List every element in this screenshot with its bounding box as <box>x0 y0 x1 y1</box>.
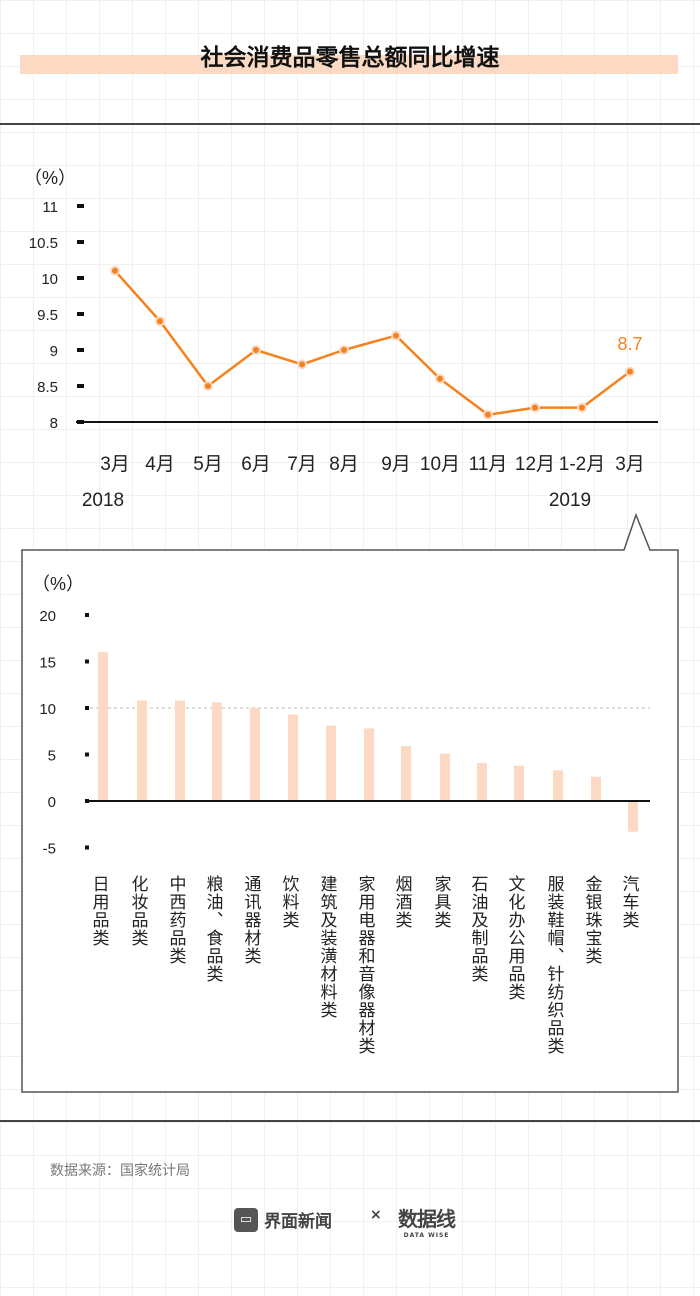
data-point <box>485 411 491 418</box>
data-point <box>579 404 585 411</box>
y-tick-label: 5 <box>48 748 56 765</box>
source-note: 数据来源：国家统计局 <box>50 1163 190 1179</box>
y-tick <box>77 348 84 352</box>
x-tick-label: 文化办公用品类 <box>506 875 526 1001</box>
x-tick-label: 7月 <box>287 454 317 475</box>
y-tick <box>85 706 89 710</box>
y-tick <box>77 384 84 388</box>
x-tick-label: 建筑及装潢材料类 <box>318 875 338 1019</box>
data-point <box>205 383 211 389</box>
divider <box>0 123 700 125</box>
data-point <box>157 318 163 325</box>
bar <box>591 776 601 801</box>
data-point <box>112 267 118 274</box>
y-tick-label: 8 <box>50 415 58 432</box>
x-tick-label: 饮料类 <box>280 875 300 929</box>
data-point <box>299 361 305 368</box>
y-tick-label: 10.5 <box>29 235 58 252</box>
bar <box>553 770 563 801</box>
x-tick-label: 日用品类 <box>90 875 110 947</box>
x-tick-label: 5月 <box>193 454 223 475</box>
x-tick-label: 金银珠宝类 <box>583 875 603 965</box>
bar <box>628 801 638 832</box>
y-unit: （%） <box>32 574 84 594</box>
y-tick-label: 20 <box>39 608 56 625</box>
x-tick-label: 11月 <box>469 454 508 475</box>
bar <box>250 708 260 801</box>
y-tick-label: 11 <box>42 199 58 216</box>
bar <box>514 765 524 801</box>
x-tick-label: 12月 <box>515 454 555 475</box>
line-chart: （%） 8 8.5 9 9.5 10 10.5 11 3月 4月 5月 6月 7月 8月 9月 10月 11月 1… <box>24 168 658 511</box>
bar <box>326 725 336 801</box>
x-tick-label: 通讯器材类 <box>242 875 262 965</box>
y-tick-label: 0 <box>48 794 56 811</box>
page-title: 社会消费品零售总额同比增速 <box>200 45 500 71</box>
y-tick-label: 10 <box>39 701 56 718</box>
y-tick <box>77 312 84 316</box>
bar <box>212 702 222 801</box>
x-tick-label: 粮油、食品类 <box>204 875 224 983</box>
y-tick-label: 15 <box>39 655 56 672</box>
x-tick-label: 3月 <box>100 454 130 475</box>
data-point <box>437 375 443 382</box>
y-tick <box>77 276 84 280</box>
bar-chart: （%） -5 0 5 10 15 20 日用品类 化妆品类 中西药品类 粮油、食品类 通讯器材类 饮料类… <box>21 512 679 1093</box>
callout-frame <box>21 512 679 1093</box>
x-tick-label: 6月 <box>241 454 271 475</box>
bar <box>477 762 487 801</box>
x-tick-label: 石油及制品类 <box>469 875 489 983</box>
series-line <box>114 269 631 417</box>
bar <box>98 652 108 801</box>
x-tick-label: 8月 <box>329 454 359 475</box>
divider <box>0 1120 700 1122</box>
bar <box>440 753 450 801</box>
y-unit: （%） <box>24 168 76 188</box>
y-tick-label: 10 <box>41 271 58 288</box>
y-tick <box>85 613 89 617</box>
x-tick-label: 汽车类 <box>620 875 640 929</box>
x-tick-label: 家用电器和音像器材类 <box>356 875 376 1055</box>
x-tick-label: 化妆品类 <box>129 875 149 947</box>
title-band <box>20 55 678 74</box>
jiemian-logo: ▭ 界面新闻 <box>234 1207 332 1232</box>
bar <box>175 700 185 801</box>
y-tick-label: -5 <box>43 841 56 858</box>
x-tick-label: 3月 <box>615 454 645 475</box>
bar <box>401 746 411 801</box>
y-tick <box>85 659 89 664</box>
y-tick <box>77 204 84 208</box>
y-tick-label: 8.5 <box>37 379 58 396</box>
data-point <box>393 332 399 339</box>
y-tick <box>85 752 89 757</box>
data-point <box>341 347 347 353</box>
datawise-logo: 数据线 DATA WISE <box>398 1207 456 1239</box>
x-tick-label: 10月 <box>420 454 460 475</box>
y-tick-label: 9 <box>50 343 58 360</box>
y-tick-label: 9.5 <box>37 307 58 324</box>
y-tick <box>85 845 89 850</box>
bar <box>288 714 298 801</box>
data-point <box>627 368 633 375</box>
x-tick-label: 服装鞋帽、针纺织品类 <box>545 875 565 1055</box>
jiemian-icon: ▭ <box>234 1207 258 1232</box>
year-label: 2018 <box>82 490 124 511</box>
x-tick-label: 烟酒类 <box>393 875 413 929</box>
year-label: 2019 <box>549 490 591 511</box>
y-tick <box>77 240 84 244</box>
x-tick-label: 1-2月 <box>559 454 605 475</box>
data-label: 8.7 <box>617 334 642 354</box>
data-point <box>532 404 538 411</box>
x-tick-label: 家具类 <box>432 875 452 929</box>
bar <box>364 728 374 801</box>
bar <box>137 700 147 801</box>
x-tick-label: 中西药品类 <box>167 875 187 965</box>
x-tick-label: 4月 <box>145 454 175 475</box>
data-point <box>253 347 259 353</box>
times-sign: × <box>370 1207 382 1223</box>
x-tick-label: 9月 <box>381 454 411 475</box>
